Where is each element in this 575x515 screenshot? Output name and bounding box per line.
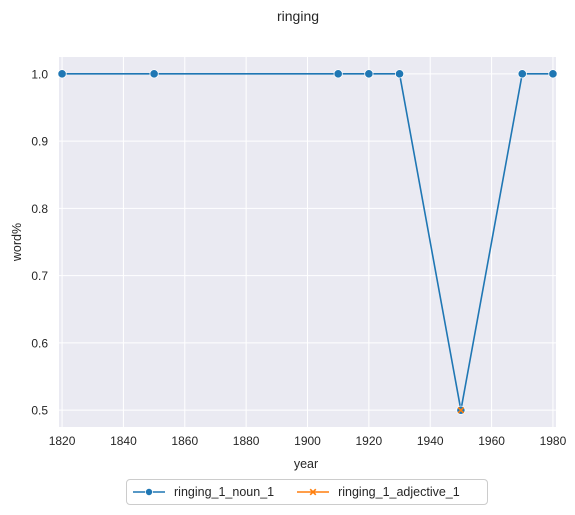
legend-label-noun: ringing_1_noun_1 <box>174 485 275 499</box>
legend-marker-circle-icon <box>133 488 165 496</box>
legend-item-adjective: ringing_1_adjective_1 <box>294 485 460 499</box>
x-tick-label: 1840 <box>110 434 137 448</box>
x-tick-label: 1900 <box>294 434 321 448</box>
data-point <box>394 69 405 79</box>
chart-title: ringing <box>277 8 319 24</box>
data-point <box>457 406 465 414</box>
data-point <box>548 69 558 79</box>
data-point <box>364 69 374 79</box>
x-tick-label: 1940 <box>417 434 444 448</box>
x-axis-title: year <box>294 457 318 471</box>
x-tick-label: 1860 <box>171 434 198 448</box>
legend-label-adjective: ringing_1_adjective_1 <box>338 485 460 499</box>
legend-marker-x-icon <box>297 488 330 496</box>
x-tick-label: 1980 <box>540 434 567 448</box>
series-line-0 <box>62 73 553 411</box>
legend-item-noun: ringing_1_noun_1 <box>130 485 274 499</box>
x-tick-label: 1920 <box>356 434 383 448</box>
y-tick-label: 0.5 <box>31 404 48 418</box>
legend: ringing_1_noun_1 ringing_1_adjective_1 <box>126 479 488 505</box>
data-point <box>517 69 527 79</box>
tick-labels: 1820 1840 1860 1880 1900 1920 1940 1960 1980 0.5 0… <box>31 67 566 448</box>
x-tick-label: 1880 <box>233 434 260 448</box>
series-layer <box>57 69 558 415</box>
data-point <box>57 69 67 79</box>
y-tick-label: 0.8 <box>31 202 48 216</box>
y-axis-title: word% <box>10 223 24 262</box>
x-tick-label: 1820 <box>49 434 76 448</box>
x-tick-label: 1960 <box>478 434 505 448</box>
data-point <box>333 69 343 79</box>
y-tick-label: 0.7 <box>31 269 48 283</box>
y-tick-label: 1.0 <box>31 67 48 81</box>
y-tick-label: 0.6 <box>31 336 48 350</box>
y-tick-label: 0.9 <box>31 135 48 149</box>
data-point <box>149 69 159 79</box>
